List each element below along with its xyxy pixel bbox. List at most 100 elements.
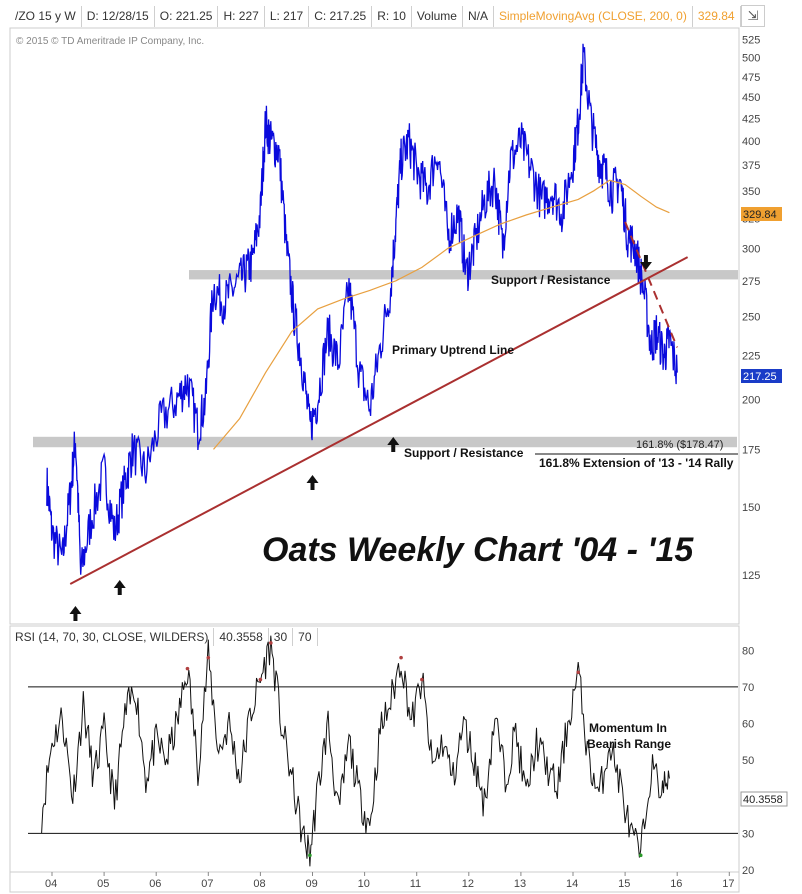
x-tick-09: 09	[306, 878, 318, 890]
rsi-overbought-point	[185, 666, 190, 671]
price-panel-frame	[9, 27, 740, 625]
rsi-threshold-lines	[28, 686, 738, 834]
support-resistance-lower-label: Support / Resistance	[404, 446, 524, 460]
rsi-overbought-point	[258, 677, 263, 682]
sma-line	[213, 179, 670, 450]
rsi-oversold-point	[308, 853, 312, 858]
x-axis: 04 05 06 07 08 09 10 11 12 13 14 15 16 17	[45, 872, 735, 890]
x-tick-12: 12	[462, 878, 474, 890]
rsi-overbought-point	[206, 655, 211, 660]
volume-value: N/A	[463, 6, 494, 27]
copyright-text: © 2015 © TD Ameritrade IP Company, Inc.	[16, 36, 204, 47]
x-tick-14: 14	[566, 878, 578, 890]
volume-label[interactable]: Volume	[412, 6, 463, 27]
rsi-tick-60: 60	[742, 719, 754, 731]
price-tick-175: 175	[742, 444, 760, 456]
sma-tag-text: 329.84	[743, 209, 777, 221]
price-tick-500: 500	[742, 53, 760, 65]
uptrend-line-label: Primary Uptrend Line	[392, 343, 514, 357]
rsi-tag-text: 40.3558	[743, 794, 783, 806]
rsi-tick-80: 80	[742, 645, 754, 657]
price-tick-375: 375	[742, 160, 760, 172]
x-tick-11: 11	[410, 878, 421, 890]
x-axis-frame	[9, 871, 740, 893]
high-label: H: 227	[218, 6, 265, 27]
x-tick-05: 05	[97, 878, 109, 890]
downtrend-line	[624, 221, 679, 348]
rsi-series	[41, 635, 670, 867]
price-tick-350: 350	[742, 186, 760, 198]
trend-lines	[69, 221, 689, 585]
rsi-tick-30: 30	[742, 828, 754, 840]
rsi-tick-70: 70	[742, 682, 754, 694]
support-resistance-bands	[33, 270, 738, 448]
chart-header: /ZO 15 y W D: 12/28/15 O: 221.25 H: 227 …	[10, 6, 741, 27]
close-label: C: 217.25	[309, 6, 373, 27]
price-tick-150: 150	[742, 502, 760, 514]
x-tick-04: 04	[45, 878, 57, 890]
x-tick-15: 15	[618, 878, 630, 890]
pivot-arrow-2010	[387, 437, 400, 452]
price-y-axis: 1251501752002252502753003253503754004254…	[742, 35, 760, 582]
x-tick-08: 08	[253, 878, 265, 890]
pivot-arrows	[69, 255, 652, 621]
price-tick-300: 300	[742, 243, 760, 255]
x-tick-13: 13	[514, 878, 526, 890]
pivot-arrow-2005	[113, 580, 126, 595]
rsi-line	[41, 635, 670, 867]
price-tick-400: 400	[742, 136, 760, 148]
momentum-label-line2: Bearish Range	[587, 737, 671, 751]
upper-band	[189, 270, 738, 280]
rsi-oversold: 30	[269, 628, 294, 646]
x-tick-10: 10	[358, 878, 370, 890]
rsi-tick-20: 20	[742, 865, 754, 877]
price-tick-275: 275	[742, 276, 760, 288]
price-tick-200: 200	[742, 395, 760, 407]
collapse-icon[interactable]: ⇲	[741, 5, 765, 27]
chart-title: Oats Weekly Chart '04 - '15	[262, 531, 694, 569]
sma-series	[213, 179, 670, 450]
pivot-arrow-2015	[639, 255, 652, 270]
price-tick-225: 225	[742, 351, 760, 363]
price-tick-525: 525	[742, 35, 760, 47]
x-tick-06: 06	[149, 878, 161, 890]
rsi-value: 40.3558	[214, 628, 269, 646]
price-tick-125: 125	[742, 570, 760, 582]
range-label: R: 10	[372, 6, 412, 27]
lower-band	[33, 436, 737, 448]
price-tick-425: 425	[742, 113, 760, 125]
open-label: O: 221.25	[155, 6, 219, 27]
price-tick-250: 250	[742, 311, 760, 323]
support-resistance-upper-label: Support / Resistance	[491, 273, 611, 287]
pivot-arrow-2004	[69, 606, 82, 621]
sma-value: 329.84	[693, 6, 741, 27]
price-line	[46, 43, 678, 575]
price-tick-450: 450	[742, 92, 760, 104]
sma-price-tag: 329.84	[741, 207, 782, 221]
primary-uptrend-line	[69, 256, 689, 585]
x-tick-07: 07	[201, 878, 213, 890]
fib-level-label: 161.8% ($178.47)	[636, 439, 723, 451]
momentum-label-line1: Momentum In	[589, 721, 667, 735]
x-tick-16: 16	[670, 878, 682, 890]
rsi-y-axis: 20304050607080	[742, 645, 754, 877]
last-price-tag-text: 217.25	[743, 371, 777, 383]
last-price-tag: 217.25	[741, 369, 782, 383]
price-tick-475: 475	[742, 72, 760, 84]
rsi-value-tag: 40.3558	[740, 791, 788, 807]
low-label: L: 217	[265, 6, 310, 27]
x-tick-17: 17	[722, 878, 734, 890]
symbol-label[interactable]: /ZO 15 y W	[10, 6, 82, 27]
rsi-tick-50: 50	[742, 755, 754, 767]
rsi-label[interactable]: RSI (14, 70, 30, CLOSE, WILDERS)	[10, 628, 215, 646]
pivot-arrow-2008	[306, 475, 319, 490]
rsi-overbought-point	[399, 655, 403, 660]
date-label: D: 12/28/15	[82, 6, 155, 27]
rsi-overbought: 70	[293, 628, 318, 646]
rsi-overbought-point	[576, 670, 581, 675]
rsi-oversold-point	[638, 853, 643, 858]
price-series	[46, 43, 678, 575]
rsi-overbought-point	[420, 677, 424, 682]
sma-label[interactable]: SimpleMovingAvg (CLOSE, 200, 0)	[494, 6, 693, 27]
